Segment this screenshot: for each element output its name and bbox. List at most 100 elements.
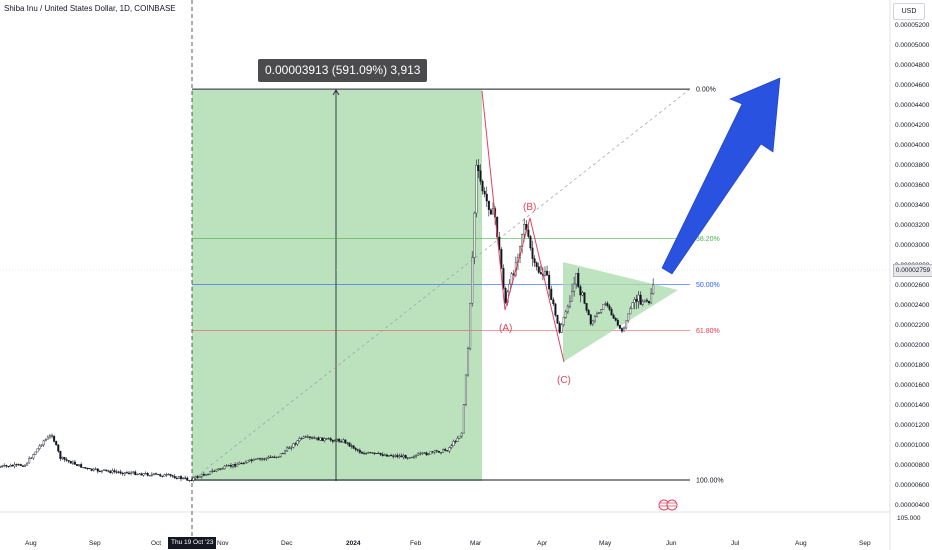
candle-body bbox=[113, 470, 116, 473]
candle-body bbox=[88, 468, 91, 470]
candle-body bbox=[165, 474, 168, 476]
candle-body bbox=[635, 299, 638, 302]
candle-body bbox=[259, 458, 262, 460]
candle-body bbox=[269, 456, 272, 458]
candle-body bbox=[38, 445, 41, 449]
candle-body bbox=[30, 457, 33, 459]
candle-body bbox=[169, 474, 172, 476]
candle-body bbox=[279, 453, 282, 457]
candle-body bbox=[533, 258, 536, 263]
candle-body bbox=[157, 473, 160, 475]
candle-body bbox=[188, 479, 191, 481]
candle-body bbox=[390, 455, 393, 457]
candle-body bbox=[552, 299, 555, 305]
candle-body bbox=[119, 471, 122, 474]
fib-level-label: 61.80% bbox=[696, 328, 720, 335]
candle-body bbox=[225, 465, 228, 467]
candle-body bbox=[298, 438, 301, 442]
price-axis-label: 0.00002400 bbox=[895, 302, 930, 309]
candle-body bbox=[219, 468, 222, 470]
measure-range-box[interactable] bbox=[192, 90, 482, 481]
time-axis-label: Aug bbox=[25, 540, 37, 547]
candle-body bbox=[317, 437, 320, 441]
candle-body bbox=[179, 476, 182, 480]
candle-body bbox=[487, 200, 490, 210]
forecast-arrow[interactable] bbox=[661, 77, 781, 275]
triangle-pattern[interactable] bbox=[563, 262, 678, 362]
candle-body bbox=[437, 451, 440, 453]
candle-body bbox=[152, 473, 155, 475]
candle-body bbox=[32, 454, 35, 459]
candle-body bbox=[573, 283, 576, 292]
candle-body bbox=[92, 468, 95, 471]
candle-body bbox=[196, 476, 199, 478]
price-axis-label: 0.00004800 bbox=[895, 62, 930, 69]
time-axis-label: Feb bbox=[410, 540, 422, 547]
candle-body bbox=[648, 300, 651, 304]
candle-body bbox=[548, 274, 551, 290]
candle-body bbox=[42, 440, 45, 446]
price-axis-label: 0.00005200 bbox=[895, 22, 930, 29]
candle-body bbox=[46, 436, 49, 440]
candle-body bbox=[591, 320, 594, 325]
candle-body bbox=[602, 304, 605, 310]
candle-body bbox=[144, 473, 147, 475]
candle-body bbox=[383, 454, 386, 456]
time-axis-label: Jun bbox=[666, 540, 677, 547]
candle-body bbox=[560, 324, 563, 333]
candle-body bbox=[0, 466, 2, 468]
price-axis-label: 0.00002600 bbox=[895, 282, 930, 289]
candle-body bbox=[136, 473, 139, 476]
wave-label-a: (A) bbox=[499, 323, 512, 334]
candle-body bbox=[134, 471, 137, 476]
candle-body bbox=[229, 465, 232, 467]
candle-body bbox=[398, 455, 401, 457]
candle-body bbox=[375, 452, 378, 454]
candle-body bbox=[583, 292, 586, 304]
candle-body bbox=[163, 474, 166, 477]
candle-body bbox=[19, 464, 22, 466]
candle-body bbox=[155, 473, 158, 475]
candle-body bbox=[315, 437, 318, 439]
candle-body bbox=[3, 465, 6, 467]
candle-body bbox=[236, 464, 239, 467]
price-axis-label: 0.00001200 bbox=[895, 422, 930, 429]
candle-body bbox=[539, 272, 542, 275]
candle-body bbox=[469, 302, 472, 349]
flag-icon[interactable] bbox=[666, 499, 678, 511]
candle-body bbox=[587, 310, 590, 316]
crosshair-date-tag: Thu 19 Oct '23 bbox=[168, 537, 217, 549]
candle-body bbox=[650, 293, 653, 304]
candle-body bbox=[404, 455, 407, 459]
candle-body bbox=[373, 452, 376, 454]
candle-body bbox=[111, 470, 114, 473]
candle-body bbox=[452, 441, 455, 447]
candle-body bbox=[419, 453, 422, 455]
candle-body bbox=[479, 170, 482, 182]
candle-body bbox=[94, 468, 97, 470]
candle-body bbox=[544, 270, 547, 276]
candle-body bbox=[13, 464, 16, 467]
price-axis-label: 0.00002000 bbox=[895, 342, 930, 349]
candle-body bbox=[246, 460, 249, 463]
candle-body bbox=[327, 438, 330, 440]
candle-body bbox=[117, 471, 120, 473]
candle-body bbox=[408, 457, 411, 459]
wave-label-c: (C) bbox=[557, 375, 571, 386]
candle-body bbox=[329, 438, 332, 441]
candle-body bbox=[44, 439, 47, 442]
candle-body bbox=[492, 208, 495, 215]
candle-body bbox=[448, 447, 451, 452]
candle-body bbox=[579, 286, 582, 296]
currency-label[interactable]: USD bbox=[893, 3, 925, 20]
candle-body bbox=[429, 451, 432, 455]
candle-body bbox=[523, 224, 526, 235]
candle-body bbox=[256, 458, 259, 460]
candle-body bbox=[175, 477, 178, 479]
candle-body bbox=[107, 470, 110, 472]
candle-body bbox=[252, 458, 255, 462]
candle-body bbox=[130, 472, 133, 474]
candle-body bbox=[271, 456, 274, 458]
candle-body bbox=[263, 458, 266, 460]
